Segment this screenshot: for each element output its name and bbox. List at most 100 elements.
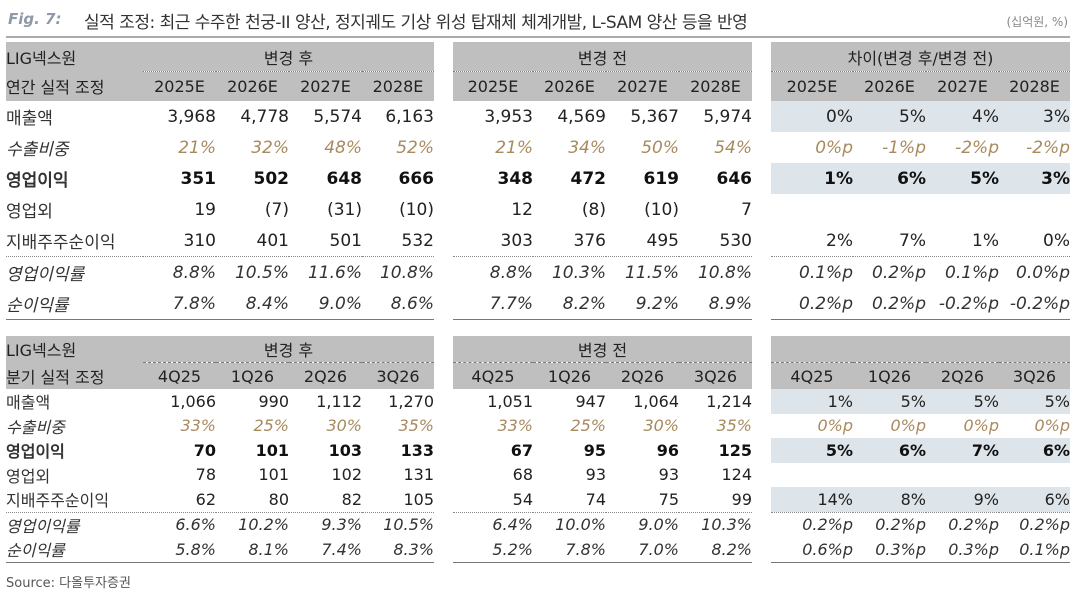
row-label: 영업외 (6, 466, 51, 486)
cell-diff-value: 14% (771, 487, 853, 512)
column-header-before: 4Q25 (453, 362, 533, 389)
table-row: 수출비중 21% 32% 48% 52% 21% 34% 50% 54% 0%p -1%p -2%p -… (6, 132, 1070, 163)
unit-note: (십억원, %) (1006, 15, 1068, 29)
column-header-before: 2027E (606, 71, 679, 101)
cell-after-value: 62 (195, 489, 216, 509)
cell-diff-value: 0%p (890, 416, 926, 436)
column-gap (434, 389, 453, 414)
section-before-label: 변경 전 (453, 336, 752, 363)
cell-before-value: 6.4% (453, 511, 533, 537)
cell-diff-value: 4% (926, 101, 999, 132)
cell-diff-value: 0%p (1034, 416, 1070, 436)
cell-before-value: 348 (497, 168, 534, 189)
cell-before-value: 472 (570, 168, 607, 189)
column-header-after: 2026E (216, 71, 289, 101)
cell-diff-value (771, 463, 853, 488)
cell-before-value: 95 (583, 440, 606, 460)
column-header-after: 2028E (362, 71, 434, 101)
cell-after-value: 48% (324, 137, 362, 158)
column-header-diff: 2Q26 (926, 362, 999, 389)
cell-diff-value: -2%p (1026, 137, 1070, 158)
cell-before-value: 75 (658, 489, 679, 509)
company-name: LIG넥스원 (6, 336, 143, 363)
cell-diff-value: 0.2%p (853, 511, 926, 537)
cell-diff-value (999, 194, 1070, 225)
section-diff-label (771, 336, 1070, 363)
cell-diff-value: 1% (771, 389, 853, 414)
column-gap (434, 194, 453, 225)
cell-diff-value: 1% (972, 230, 999, 251)
column-gap (434, 71, 453, 101)
cell-diff-value: 3% (999, 163, 1070, 194)
column-header-after: 2027E (289, 71, 362, 101)
cell-diff-value: -0.2%p (926, 288, 999, 320)
cell-diff-value: 6% (853, 438, 926, 463)
cell-after-value: 10.5% (362, 511, 434, 537)
section-header-row: LIG넥스원 변경 후 변경 전 차이(변경 후/변경 전) (6, 42, 1070, 72)
column-header-before: 2026E (533, 71, 606, 101)
cell-before-value: 9.2% (606, 288, 679, 320)
column-header-after: 2025E (143, 71, 216, 101)
column-gap (752, 225, 771, 257)
cell-diff-value (853, 463, 926, 488)
cell-after-value: 501 (329, 230, 362, 251)
cell-after-value: 4,778 (240, 106, 289, 127)
cell-before-value: 125 (718, 440, 752, 460)
cell-before-value: 54 (512, 489, 533, 509)
cell-before-value: 21% (495, 137, 533, 158)
cell-before-value: 10.3% (533, 256, 606, 288)
cell-before-value: 93 (658, 465, 679, 485)
figure-header: Fig. 7: 실적 조정: 최근 수주한 천궁-II 양산, 정지궤도 기상 … (6, 6, 1070, 33)
cell-before-value: 93 (585, 465, 606, 485)
cell-before-value: 30% (643, 416, 679, 436)
cell-after-value: 105 (403, 489, 434, 509)
row-label: 매출액 (6, 393, 51, 413)
cell-after-value: 19 (194, 199, 216, 220)
column-header-row: 연간 실적 조정 2025E 2026E 2027E 2028E 2025E 2026E 20… (6, 71, 1070, 101)
cell-before-value: 12 (511, 199, 533, 220)
cell-after-value: 666 (398, 168, 435, 189)
cell-diff-value (926, 463, 999, 488)
cell-before-value: 8.2% (533, 288, 606, 320)
table-row: 매출액 1,066 990 1,112 1,270 1,051 947 1,064 1,214 1… (6, 389, 1070, 414)
column-gap (752, 336, 771, 363)
column-gap (752, 487, 771, 512)
cell-after-value: (7) (264, 199, 289, 220)
cell-before-value: 495 (646, 230, 679, 251)
column-gap (434, 512, 453, 537)
row-label: 영업외 (6, 202, 53, 222)
cell-before-value: (8) (581, 199, 606, 220)
cell-after-value: 82 (341, 489, 362, 509)
cell-before-value: 68 (512, 465, 533, 485)
cell-after-value: 80 (268, 489, 289, 509)
row-label: 영업이익 (6, 442, 65, 462)
cell-before-value: 67 (510, 440, 533, 460)
column-gap (752, 438, 771, 463)
cell-after-value: 6,163 (385, 106, 434, 127)
column-header-before: 2025E (453, 71, 533, 101)
column-gap (434, 336, 453, 363)
cell-diff-value: 6% (853, 163, 926, 194)
cell-before-value: 1,051 (487, 391, 533, 411)
cell-after-value: 401 (256, 230, 289, 251)
cell-after-value: 25% (253, 416, 289, 436)
cell-diff-value: 6% (999, 438, 1070, 463)
table-row: 지배주주순이익 62 80 82 105 54 74 75 99 14% 8% 9% 6% (6, 487, 1070, 512)
cell-before-value: 7.8% (533, 537, 606, 563)
column-gap (434, 163, 453, 194)
cell-before-value: 619 (643, 168, 680, 189)
figure-label: Fig. 7: (8, 10, 62, 28)
column-gap (752, 537, 771, 562)
cell-after-value: 990 (258, 391, 289, 411)
cell-after-value: 131 (403, 465, 434, 485)
cell-before-value: 376 (573, 230, 606, 251)
section-after-label: 변경 후 (143, 336, 434, 363)
cell-before-value: 5,367 (630, 106, 679, 127)
cell-after-value: 10.2% (216, 511, 289, 537)
cell-diff-value (999, 463, 1070, 488)
cell-diff-value: 5% (926, 163, 999, 194)
cell-diff-value: 0% (771, 101, 853, 132)
column-gap (752, 194, 771, 225)
column-gap (434, 225, 453, 257)
column-header-before: 1Q26 (533, 362, 606, 389)
